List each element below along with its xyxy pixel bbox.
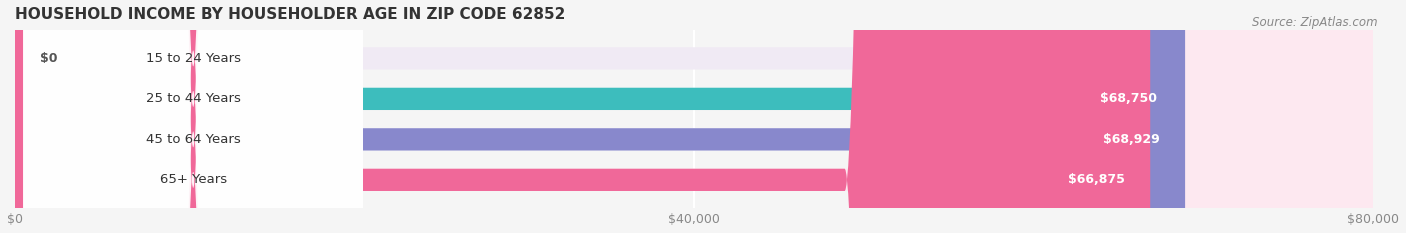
FancyBboxPatch shape xyxy=(15,0,1182,233)
FancyBboxPatch shape xyxy=(24,0,363,233)
Text: $0: $0 xyxy=(41,52,58,65)
FancyBboxPatch shape xyxy=(15,0,1374,233)
Text: HOUSEHOLD INCOME BY HOUSEHOLDER AGE IN ZIP CODE 62852: HOUSEHOLD INCOME BY HOUSEHOLDER AGE IN Z… xyxy=(15,7,565,22)
Text: $68,750: $68,750 xyxy=(1099,92,1157,105)
Text: $68,929: $68,929 xyxy=(1102,133,1160,146)
FancyBboxPatch shape xyxy=(24,0,363,233)
Text: 25 to 44 Years: 25 to 44 Years xyxy=(146,92,240,105)
Text: Source: ZipAtlas.com: Source: ZipAtlas.com xyxy=(1253,16,1378,29)
Text: 45 to 64 Years: 45 to 64 Years xyxy=(146,133,240,146)
FancyBboxPatch shape xyxy=(15,0,1374,233)
FancyBboxPatch shape xyxy=(15,0,1185,233)
FancyBboxPatch shape xyxy=(24,0,363,233)
FancyBboxPatch shape xyxy=(15,0,1150,233)
FancyBboxPatch shape xyxy=(15,0,1374,233)
Text: $66,875: $66,875 xyxy=(1069,173,1125,186)
Text: 65+ Years: 65+ Years xyxy=(160,173,226,186)
FancyBboxPatch shape xyxy=(15,0,1374,233)
Text: 15 to 24 Years: 15 to 24 Years xyxy=(146,52,240,65)
FancyBboxPatch shape xyxy=(24,0,363,233)
